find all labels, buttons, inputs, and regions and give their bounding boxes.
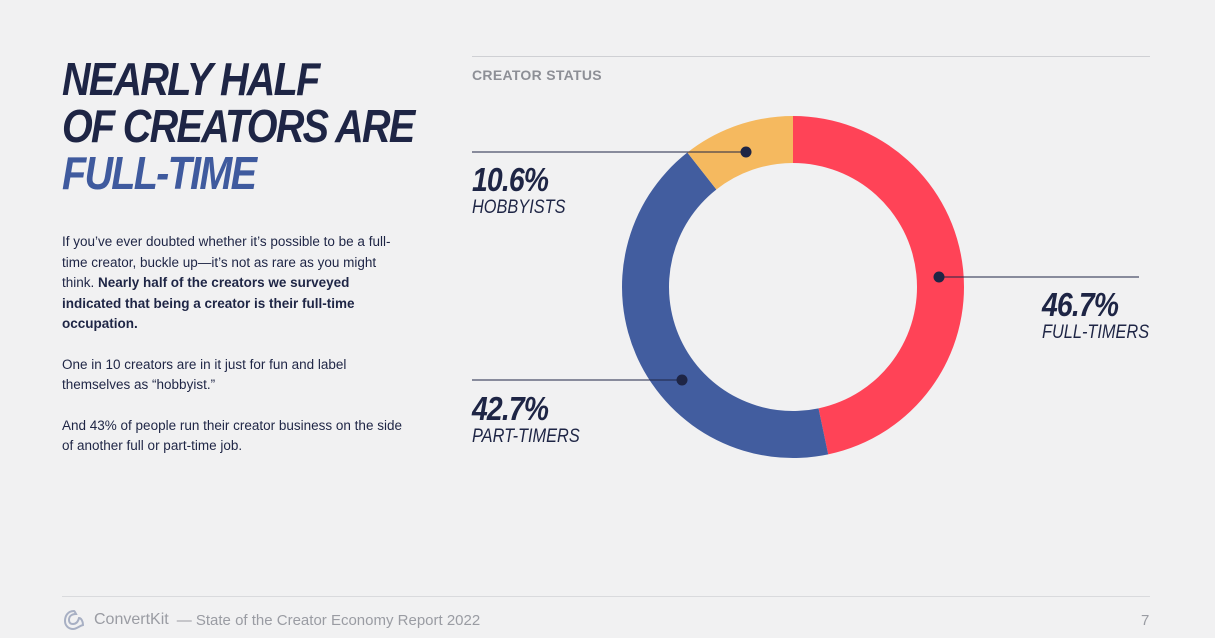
marker-hobbyists <box>740 146 752 158</box>
value-label-part-timers: 42.7% <box>472 390 549 427</box>
convertkit-logo-icon <box>62 608 86 632</box>
value-label-full-timers: 46.7% <box>1042 286 1119 323</box>
headline-line-3: FULL-TIME <box>62 147 257 199</box>
callout-hobbyists: 10.6% HOBBYISTS <box>472 163 581 219</box>
body-copy: If you’ve ever doubted whether it’s poss… <box>62 232 407 477</box>
brand-name: ConvertKit <box>94 611 169 628</box>
marker-part-timers <box>676 374 688 386</box>
callout-full-timers: 46.7% FULL-TIMERS <box>1042 288 1167 344</box>
headline-line-1: NEARLY HALF <box>62 53 320 105</box>
footer-divider <box>62 596 1150 597</box>
category-label-full-timers: FULL-TIMERS <box>1042 322 1150 343</box>
chart-top-divider <box>472 56 1150 57</box>
paragraph-1: If you’ve ever doubted whether it’s poss… <box>62 232 407 335</box>
paragraph-2: One in 10 creators are in it just for fu… <box>62 356 347 393</box>
paragraph-3: And 43% of people run their creator busi… <box>62 417 402 454</box>
category-label-hobbyists: HOBBYISTS <box>472 197 566 218</box>
paragraph-1-bold: Nearly half of the creators we surveyed … <box>62 275 355 331</box>
page-number: 7 <box>1141 612 1150 629</box>
value-label-hobbyists: 10.6% <box>472 161 549 198</box>
marker-full-timers <box>933 271 945 283</box>
donut-slice-part-timers <box>622 152 829 459</box>
category-label-part-timers: PART-TIMERS <box>472 426 580 447</box>
donut-slice-hobbyists <box>687 116 793 190</box>
chart-title: CREATOR STATUS <box>472 67 602 83</box>
page-title: NEARLY HALF OF CREATORS ARE FULL-TIME <box>62 53 415 199</box>
callout-part-timers: 42.7% PART-TIMERS <box>472 392 597 448</box>
headline-line-2: OF CREATORS ARE <box>62 100 415 152</box>
footer: ConvertKit — State of the Creator Econom… <box>62 607 480 633</box>
donut-slice-full-timers <box>793 116 964 455</box>
paragraph-1-text: If you’ve ever doubted whether it’s poss… <box>62 234 391 290</box>
report-title: — State of the Creator Economy Report 20… <box>176 611 481 629</box>
